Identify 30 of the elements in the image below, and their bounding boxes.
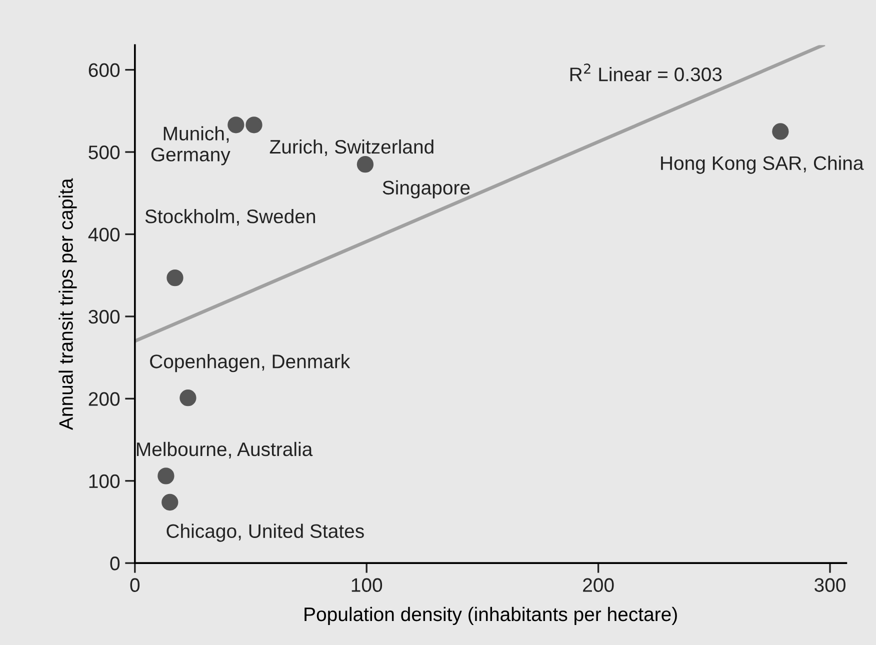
annotation: Hong Kong SAR, China <box>661 156 864 174</box>
x-tick-label: 300 <box>814 578 846 592</box>
annotation: Copenhagen, Denmark <box>150 354 350 372</box>
y-tick-label: 600 <box>88 63 120 78</box>
point <box>228 116 244 134</box>
annotation: Chicago, United States <box>166 524 364 542</box>
x-axis-title: Population density (inhabitants per hectare) <box>304 606 677 626</box>
point <box>166 269 184 286</box>
annotation: Singapore <box>382 180 470 198</box>
y-tick-label: 100 <box>89 474 120 488</box>
point <box>356 156 374 173</box>
y-tick-label: 400 <box>88 228 120 242</box>
y-tick-label: 300 <box>88 310 120 324</box>
annotation: Melbourne, Australia <box>136 442 313 458</box>
point <box>158 468 174 484</box>
y-tick-label: 500 <box>88 145 120 160</box>
x-tick-label: 0 <box>130 578 140 592</box>
annotation: R$^{2}$ Linear = 0.303 <box>570 64 722 82</box>
point <box>772 123 789 140</box>
annotation: Munich, Germany <box>151 126 230 166</box>
x-tick-label: 200 <box>583 578 614 592</box>
y-tick-label: 200 <box>88 392 120 406</box>
point <box>162 494 178 511</box>
annotation: Zurich, Switzerland <box>270 139 434 156</box>
point <box>180 390 196 406</box>
x-tick-label: 100 <box>352 578 382 592</box>
point <box>246 116 262 134</box>
annotation: Stockholm, Sweden <box>145 209 316 226</box>
y-axis-title: Annual transit trips per capita <box>58 178 77 430</box>
y-tick-label: 0 <box>110 556 120 570</box>
